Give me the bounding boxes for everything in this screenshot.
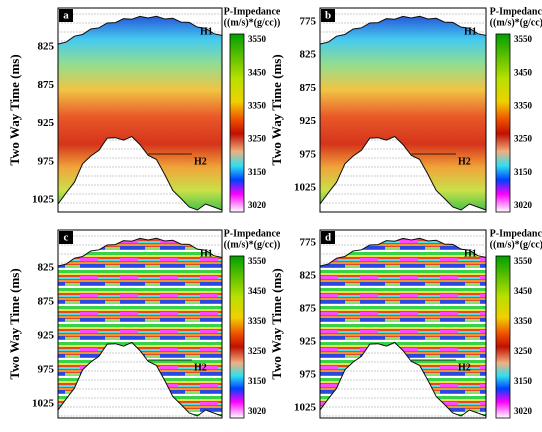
horizon-label: H2 <box>194 156 207 167</box>
colorbar-title: P-Impedance <box>490 6 542 17</box>
colorbar-tick-label: 3550 <box>514 256 533 266</box>
colorbar-title: P-Impedance <box>490 228 542 239</box>
colorbar-tick-label: 3350 <box>248 316 267 326</box>
colorbar <box>495 33 511 213</box>
y-tick-label: 925 <box>38 117 55 129</box>
impedance-section <box>319 237 487 417</box>
panel-label: c <box>64 232 69 244</box>
colorbar-tick-label: 3150 <box>248 167 267 177</box>
horizon-label: H1 <box>464 248 477 259</box>
colorbar-tick-label: 3150 <box>248 376 267 386</box>
y-tick-label: 875 <box>300 303 317 315</box>
y-axis-label: Two Way Time (ms) <box>269 268 284 379</box>
y-tick-label: 975 <box>300 148 317 160</box>
colorbar-tick-label: 3450 <box>514 67 533 77</box>
colorbar-title: ((m/s)*(g/cc)) <box>490 239 542 250</box>
y-tick-label: 975 <box>38 364 55 376</box>
colorbar <box>229 255 245 419</box>
colorbar-tick-label: 3250 <box>248 134 267 144</box>
colorbar-tick-label: 3450 <box>248 286 267 296</box>
horizon-label: H2 <box>458 362 471 373</box>
panel-label-box <box>321 231 335 244</box>
colorbar-tick-label: 3020 <box>248 406 267 416</box>
y-tick-label: 925 <box>300 115 317 127</box>
colorbar-tick-label: 3450 <box>248 67 267 77</box>
colorbar <box>229 33 245 213</box>
panel-label-box <box>321 9 335 22</box>
colorbar-tick-label: 3450 <box>514 286 533 296</box>
horizon-label: H2 <box>194 362 207 373</box>
colorbar-tick-label: 3350 <box>514 316 533 326</box>
panel: a H1 H2 825 875 925 975 1025 Two Way Time (ms) P-… <box>7 6 281 213</box>
y-tick-label: 975 <box>300 369 317 381</box>
horizon-label: H2 <box>458 156 471 167</box>
colorbar-tick-label: 3250 <box>514 134 533 144</box>
y-tick-label: 1025 <box>32 398 55 410</box>
panel-label: a <box>63 10 69 22</box>
y-tick-label: 1025 <box>32 194 55 206</box>
colorbar-tick-label: 3550 <box>248 34 267 44</box>
y-axis-label: Two Way Time (ms) <box>7 54 22 165</box>
impedance-section <box>319 15 487 211</box>
colorbar-tick-label: 3020 <box>514 406 533 416</box>
y-tick-label: 775 <box>300 16 317 28</box>
colorbar-tick-label: 3020 <box>248 200 267 210</box>
y-tick-label: 925 <box>38 330 55 342</box>
panel-label: b <box>325 10 331 22</box>
colorbar <box>495 255 511 419</box>
y-tick-label: 875 <box>38 296 55 308</box>
colorbar-title: ((m/s)*(g/cc)) <box>224 17 281 28</box>
panel: b H1 H2 775 825 875 925 975 1025 Two Way Time (ms… <box>269 6 542 213</box>
colorbar-tick-label: 3250 <box>514 346 533 356</box>
colorbar-tick-label: 3550 <box>248 256 267 266</box>
panel-label-box <box>59 9 73 22</box>
colorbar-tick-label: 3250 <box>248 346 267 356</box>
colorbar-tick-label: 3020 <box>514 200 533 210</box>
y-tick-label: 875 <box>38 79 55 91</box>
y-tick-label: 825 <box>300 270 317 282</box>
colorbar-title: P-Impedance <box>224 228 281 239</box>
panel-label-box <box>59 231 73 244</box>
y-tick-label: 975 <box>38 155 55 167</box>
y-tick-label: 825 <box>300 49 317 61</box>
colorbar-tick-label: 3350 <box>514 100 533 110</box>
horizon-label: H1 <box>464 26 477 37</box>
colorbar-tick-label: 3550 <box>514 34 533 44</box>
horizon-label: H1 <box>200 26 213 37</box>
colorbar-title: P-Impedance <box>224 6 281 17</box>
colorbar-title: ((m/s)*(g/cc)) <box>490 17 542 28</box>
panel-label: d <box>325 232 331 244</box>
colorbar-tick-label: 3150 <box>514 167 533 177</box>
y-axis-label: Two Way Time (ms) <box>269 54 284 165</box>
colorbar-title: ((m/s)*(g/cc)) <box>224 239 281 250</box>
y-tick-label: 775 <box>300 237 317 249</box>
y-tick-label: 925 <box>300 336 317 348</box>
panel: d H1 H2 775 825 875 925 975 1025 Two Way Time (ms… <box>269 228 542 419</box>
horizon-label: H1 <box>200 248 213 259</box>
y-tick-label: 825 <box>38 262 55 274</box>
y-axis-label: Two Way Time (ms) <box>7 268 22 379</box>
impedance-section <box>57 15 223 211</box>
y-tick-label: 825 <box>38 41 55 53</box>
panel: c H1 H2 825 875 925 975 1025 Two Way Time (ms) P-… <box>7 228 281 419</box>
impedance-section <box>57 237 223 417</box>
colorbar-tick-label: 3350 <box>248 100 267 110</box>
y-tick-label: 875 <box>300 82 317 94</box>
colorbar-tick-label: 3150 <box>514 376 533 386</box>
y-tick-label: 1025 <box>294 182 317 194</box>
y-tick-label: 1025 <box>294 402 317 414</box>
